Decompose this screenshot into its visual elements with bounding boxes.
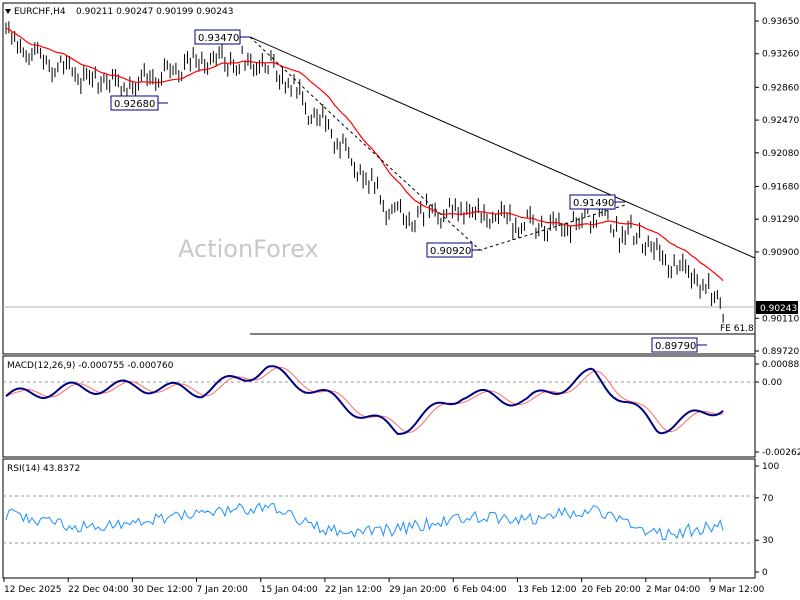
time-tick-label: 9 Mar 12:00 (710, 585, 765, 595)
rsi-tick-label: 70 (762, 494, 774, 504)
time-tick-label: 22 Jan 12:00 (325, 585, 382, 595)
moving-average (5, 28, 724, 282)
annotation-0-90920: 0.90920 (426, 242, 482, 258)
svg-text:0.89790: 0.89790 (655, 341, 696, 352)
rsi-tick-label: 100 (762, 462, 779, 472)
svg-text:0.90243: 0.90243 (760, 304, 797, 314)
time-tick-label: 7 Jan 20:00 (197, 585, 249, 595)
macd-axis: 0.000886 0.00 -0.002627 (755, 360, 800, 458)
macd-tick-label: 0.00 (762, 378, 782, 388)
time-tick-label: 29 Jan 20:00 (389, 585, 446, 595)
rsi-line (5, 502, 724, 540)
falling-trendline (249, 36, 756, 259)
price-tick-label: 0.93650 (762, 17, 799, 27)
price-tick-label: 0.92080 (762, 149, 799, 159)
dashed-swing-line (249, 36, 626, 251)
macd-lines (5, 365, 724, 435)
macd-label: MACD(12,26,9) -0.000755 -0.000760 (7, 361, 174, 371)
price-tick-label: 0.91680 (762, 182, 799, 192)
macd-tick-label: -0.002627 (762, 448, 800, 458)
price-panel (2, 2, 756, 355)
annotation-0-91490: 0.91490 (569, 194, 625, 210)
macd-main-line (5, 365, 724, 435)
price-tick-label: 0.90110 (762, 314, 799, 324)
current-price-tag: 0.90243 (756, 301, 798, 314)
macd-signal-line (5, 366, 724, 433)
macd-tick-label: 0.000886 (762, 360, 800, 370)
price-tick-label: 0.89720 (762, 347, 799, 357)
time-tick-label: 20 Feb 20:00 (582, 585, 641, 595)
annotation-0-93470: 0.93470 (194, 29, 250, 45)
time-tick-label: 22 Dec 04:00 (68, 585, 129, 595)
time-tick-label: 2 Mar 04:00 (646, 585, 701, 595)
price-tick-label: 0.91290 (762, 215, 799, 225)
rsi-axis: 100 70 30 0 (755, 462, 779, 578)
rsi-tick-label: 0 (762, 568, 768, 578)
time-tick-label: 12 Dec 2025 (4, 585, 62, 595)
ma-line (5, 28, 724, 282)
svg-text:0.90920: 0.90920 (430, 246, 471, 257)
price-axis: 0.93650 0.93260 0.92860 0.92470 0.92080 0.916… (755, 17, 799, 357)
collapse-triangle-icon[interactable] (5, 9, 11, 14)
ohlc-label: 0.90211 0.90247 0.90199 0.90243 (76, 7, 233, 17)
svg-text:0.91490: 0.91490 (573, 198, 614, 209)
time-tick-label: 30 Dec 12:00 (132, 585, 193, 595)
time-tick-label: 13 Feb 12:00 (517, 585, 576, 595)
rsi-label: RSI(14) 43.8372 (7, 464, 80, 474)
macd-panel (2, 355, 756, 458)
symbol-label: EURCHF,H4 (14, 7, 66, 17)
annotation-0-92680: 0.92680 (110, 95, 168, 111)
rsi-series-line (5, 502, 724, 540)
time-tick-label: 6 Feb 04:00 (453, 585, 507, 595)
annotation-0-89790: 0.89790 (651, 337, 707, 353)
price-bars (5, 21, 724, 323)
svg-text:0.92680: 0.92680 (114, 99, 155, 110)
price-tick-label: 0.93260 (762, 50, 799, 60)
svg-text:0.93470: 0.93470 (198, 33, 239, 44)
rsi-tick-label: 30 (762, 536, 774, 546)
watermark: ActionForex (178, 235, 319, 263)
price-tick-label: 0.90900 (762, 248, 799, 258)
time-axis: 12 Dec 2025 22 Dec 04:00 30 Dec 12:00 7 Jan… (3, 578, 765, 595)
rsi-panel (2, 458, 756, 579)
price-tick-label: 0.92470 (762, 116, 799, 126)
time-tick-label: 15 Jan 04:00 (261, 585, 318, 595)
fe-label: FE 61.8 (720, 324, 754, 334)
price-tick-label: 0.92860 (762, 83, 799, 93)
